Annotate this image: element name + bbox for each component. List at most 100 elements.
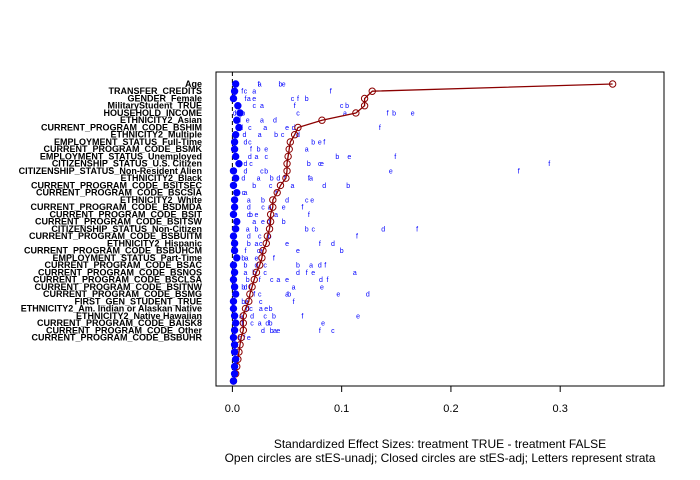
adjusted-point bbox=[230, 362, 239, 371]
unadjusted-point bbox=[239, 312, 248, 320]
strata-letter: d bbox=[244, 139, 248, 146]
adjusted-point bbox=[229, 333, 238, 342]
adjusted-point bbox=[230, 145, 239, 153]
strata-letter: b bbox=[274, 132, 278, 139]
strata-letter: e bbox=[389, 168, 393, 175]
strata-letter: a bbox=[252, 219, 256, 226]
strata-letter: d bbox=[261, 328, 265, 335]
adjusted-point bbox=[230, 326, 239, 334]
unadjusted-point bbox=[360, 94, 369, 103]
adjusted-point bbox=[230, 312, 239, 320]
strata-letter: f bbox=[330, 89, 332, 96]
strata-letter: f bbox=[245, 248, 247, 255]
covariate-label: CURRENT_PROGRAM_CODE_BSNOS bbox=[38, 267, 202, 277]
strata-letter: a bbox=[245, 255, 249, 262]
unadjusted-point bbox=[266, 210, 275, 219]
strata-letter: b bbox=[287, 292, 291, 299]
unadjusted-point bbox=[266, 217, 275, 226]
unadjusted-point bbox=[276, 181, 285, 190]
covariate-label: CURRENT_PROGRAM_CODE_BSBUHR bbox=[31, 333, 202, 343]
strata-letter: c bbox=[242, 190, 246, 197]
strata-letter: c bbox=[265, 154, 269, 161]
strata-letter: a bbox=[260, 118, 264, 125]
strata-letter: b bbox=[247, 241, 251, 248]
unadjusted-point bbox=[258, 254, 266, 262]
strata-letter: b bbox=[261, 197, 265, 204]
covariate-label: CURRENT_PROGRAM_CODE_BSITNW bbox=[34, 282, 202, 292]
covariate-label: GENDER_Female bbox=[127, 93, 202, 103]
adjusted-point bbox=[233, 116, 241, 124]
strata-letter: a bbox=[292, 284, 296, 291]
strata-letter: b bbox=[241, 255, 245, 262]
adjusted-point bbox=[230, 341, 239, 349]
strata-letter: c bbox=[248, 125, 252, 132]
covariate-label: ETHNICITY2_White bbox=[120, 195, 202, 205]
adjusted-point bbox=[231, 319, 240, 327]
unadjusted-point bbox=[318, 116, 326, 124]
strata-letter: a bbox=[258, 82, 262, 89]
strata-letter: d bbox=[248, 154, 252, 161]
strata-letter: c bbox=[270, 277, 274, 284]
covariate-label: CITIZENSHIP_STATUS_Non-Resident Alien bbox=[19, 166, 202, 176]
adjusted-point bbox=[230, 138, 239, 146]
strata-letter: e bbox=[336, 292, 340, 299]
strata-letter: c bbox=[258, 292, 262, 299]
adjusted-point bbox=[233, 188, 241, 197]
covariate-label: CURRENT_PROGRAM_CODE_Other bbox=[46, 325, 203, 335]
strata-letter: f bbox=[301, 205, 303, 212]
unadjusted-point bbox=[368, 87, 376, 95]
strata-letter: c bbox=[248, 139, 252, 146]
strata-letter: a bbox=[291, 183, 295, 190]
strata-letter: b bbox=[279, 82, 283, 89]
unadjusted-point bbox=[250, 275, 258, 284]
strata-letter: a bbox=[245, 299, 249, 306]
strata-letter: d bbox=[366, 292, 370, 299]
strata-letter: b bbox=[345, 103, 349, 110]
covariate-label: EMPLOYMENT_STATUS_Part-Time bbox=[52, 253, 202, 263]
strata-letter: c bbox=[259, 241, 263, 248]
adjusted-point bbox=[229, 377, 238, 385]
strata-letter: e bbox=[247, 335, 251, 342]
strata-letter: e bbox=[311, 270, 315, 277]
strata-letter: a bbox=[246, 226, 250, 233]
covariate-label: CITIZENSHIP_STATUS_U.S. Citizen bbox=[52, 159, 202, 169]
strata-letter: b bbox=[264, 168, 268, 175]
strata-letter: d bbox=[242, 132, 246, 139]
strata-letter: c bbox=[269, 183, 273, 190]
strata-letter: a bbox=[254, 241, 258, 248]
strata-letter: f bbox=[250, 147, 252, 154]
covariate-label: CURRENT_PROGRAM_CODE_BSITSW bbox=[35, 217, 203, 227]
adjusted-point bbox=[230, 87, 239, 95]
covariate-label: ETHNICITY2_Hispanic bbox=[107, 238, 202, 248]
adjusted-point bbox=[230, 348, 239, 356]
strata-letter: e bbox=[285, 241, 289, 248]
strata-letter: a bbox=[309, 263, 313, 270]
strata-letter: a bbox=[258, 321, 262, 328]
strata-letter: a bbox=[285, 292, 289, 299]
strata-letter: d bbox=[296, 270, 300, 277]
strata-letter: e bbox=[282, 205, 286, 212]
strata-letter: f bbox=[241, 321, 243, 328]
covariate-label: CURRENT_PROGRAM_CODE_BSITSEC bbox=[31, 180, 203, 190]
covariate-label: ETHNICITY2_Asian bbox=[120, 115, 202, 125]
strata-letter: e bbox=[252, 96, 256, 103]
unadjusted-point bbox=[282, 174, 290, 182]
covariate-label: CURRENT_PROGRAM_CODE_BSAC bbox=[44, 260, 202, 270]
unadjusted-point bbox=[360, 102, 369, 110]
x-tick-label: 0.1 bbox=[334, 403, 349, 415]
strata-letter: a bbox=[273, 328, 277, 335]
strata-letter: b bbox=[241, 299, 245, 306]
strata-letter: e bbox=[321, 321, 325, 328]
strata-letter: b bbox=[282, 219, 286, 226]
covariate-label: Age bbox=[185, 79, 202, 89]
unadjusted-point bbox=[239, 319, 248, 327]
covariate-label: CURRENT_PROGRAM_CODE_BSHIM bbox=[41, 122, 202, 132]
strata-letter: e bbox=[356, 313, 360, 320]
unadjusted-point bbox=[284, 152, 292, 161]
adjusted-point bbox=[235, 159, 243, 168]
strata-letter: e bbox=[282, 82, 286, 89]
strata-letter: b bbox=[307, 161, 311, 168]
strata-letter: f bbox=[294, 103, 296, 110]
unadjusted-line bbox=[232, 83, 613, 382]
x-tick-label: 0.3 bbox=[553, 403, 568, 415]
